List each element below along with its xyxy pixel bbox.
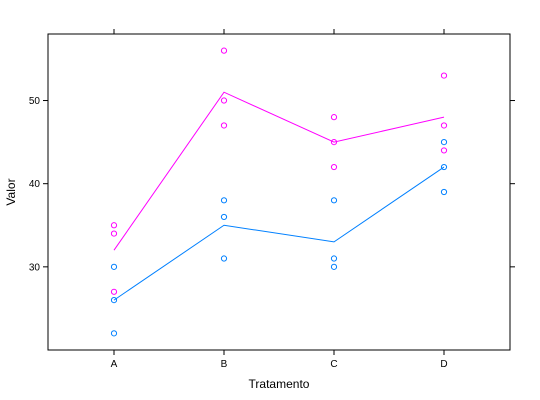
x-tick-label-D: D: [440, 359, 447, 370]
point-s1-B-2: [220, 255, 228, 262]
point-s1-A-1: [110, 297, 118, 304]
point-s0-A-2: [110, 288, 118, 295]
plot-frame: [47, 33, 511, 351]
point-s0-B-0: [220, 47, 228, 54]
point-s0-C-1: [330, 139, 338, 146]
point-s1-D-2: [440, 188, 448, 196]
x-tick-label-A: A: [111, 359, 118, 370]
point-s0-D-2: [440, 147, 448, 154]
point-s1-B-0: [220, 197, 228, 204]
point-s0-D-1: [440, 122, 448, 129]
point-s1-A-2: [110, 330, 118, 337]
y-tick-label-30: 30: [29, 262, 41, 273]
point-s1-C-0: [330, 197, 338, 204]
x-axis-ticks: A B C D: [111, 29, 448, 370]
series-line-0: [113, 91, 445, 251]
point-s0-C-0: [330, 114, 338, 121]
y-tick-label-40: 40: [29, 179, 41, 190]
point-s1-C-2: [330, 263, 338, 270]
point-s0-B-2: [220, 122, 228, 129]
y-axis-title: Valor: [4, 178, 18, 205]
point-s1-D-1: [440, 163, 448, 171]
y-axis-ticks: 30 40 50: [29, 96, 515, 273]
point-s0-D-0: [440, 72, 448, 79]
point-s1-B-1: [220, 213, 228, 221]
y-tick-label-50: 50: [29, 96, 41, 107]
point-s0-A-1: [110, 230, 118, 237]
point-s0-A-0: [110, 222, 118, 229]
series-line-1: [113, 166, 445, 301]
point-s1-C-1: [330, 255, 338, 262]
data-points: [110, 47, 448, 337]
x-axis-title: Tratamento: [249, 377, 310, 391]
x-tick-label-B: B: [221, 359, 228, 370]
point-s1-D-0: [440, 139, 448, 146]
point-s0-C-2: [330, 163, 338, 171]
point-s0-B-1: [220, 97, 228, 104]
series-lines: [113, 91, 445, 301]
x-tick-label-C: C: [330, 359, 337, 370]
point-s1-A-0: [110, 263, 118, 270]
